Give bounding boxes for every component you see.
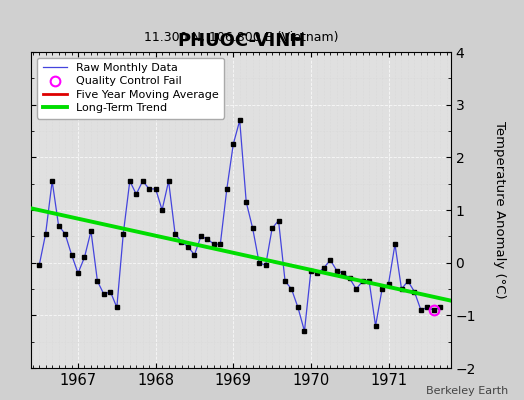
Y-axis label: Temperature Anomaly (°C): Temperature Anomaly (°C) [493, 121, 506, 299]
Text: 11.300 N, 106.800 E (Vietnam): 11.300 N, 106.800 E (Vietnam) [144, 31, 339, 44]
Raw Monthly Data [159, 208, 165, 212]
Text: Berkeley Earth: Berkeley Earth [426, 386, 508, 396]
Raw Monthly Data [236, 118, 243, 123]
Raw Monthly Data [327, 258, 333, 262]
Line: Raw Monthly Data: Raw Monthly Data [39, 120, 440, 331]
Raw Monthly Data [243, 200, 249, 204]
Raw Monthly Data [437, 305, 443, 310]
Raw Monthly Data [36, 263, 42, 268]
Raw Monthly Data [224, 186, 230, 191]
Raw Monthly Data [301, 329, 308, 334]
Title: PHUOC-VINH: PHUOC-VINH [177, 32, 305, 50]
Raw Monthly Data [146, 186, 152, 191]
Raw Monthly Data [431, 308, 437, 312]
Legend: Raw Monthly Data, Quality Control Fail, Five Year Moving Average, Long-Term Tren: Raw Monthly Data, Quality Control Fail, … [37, 58, 224, 119]
